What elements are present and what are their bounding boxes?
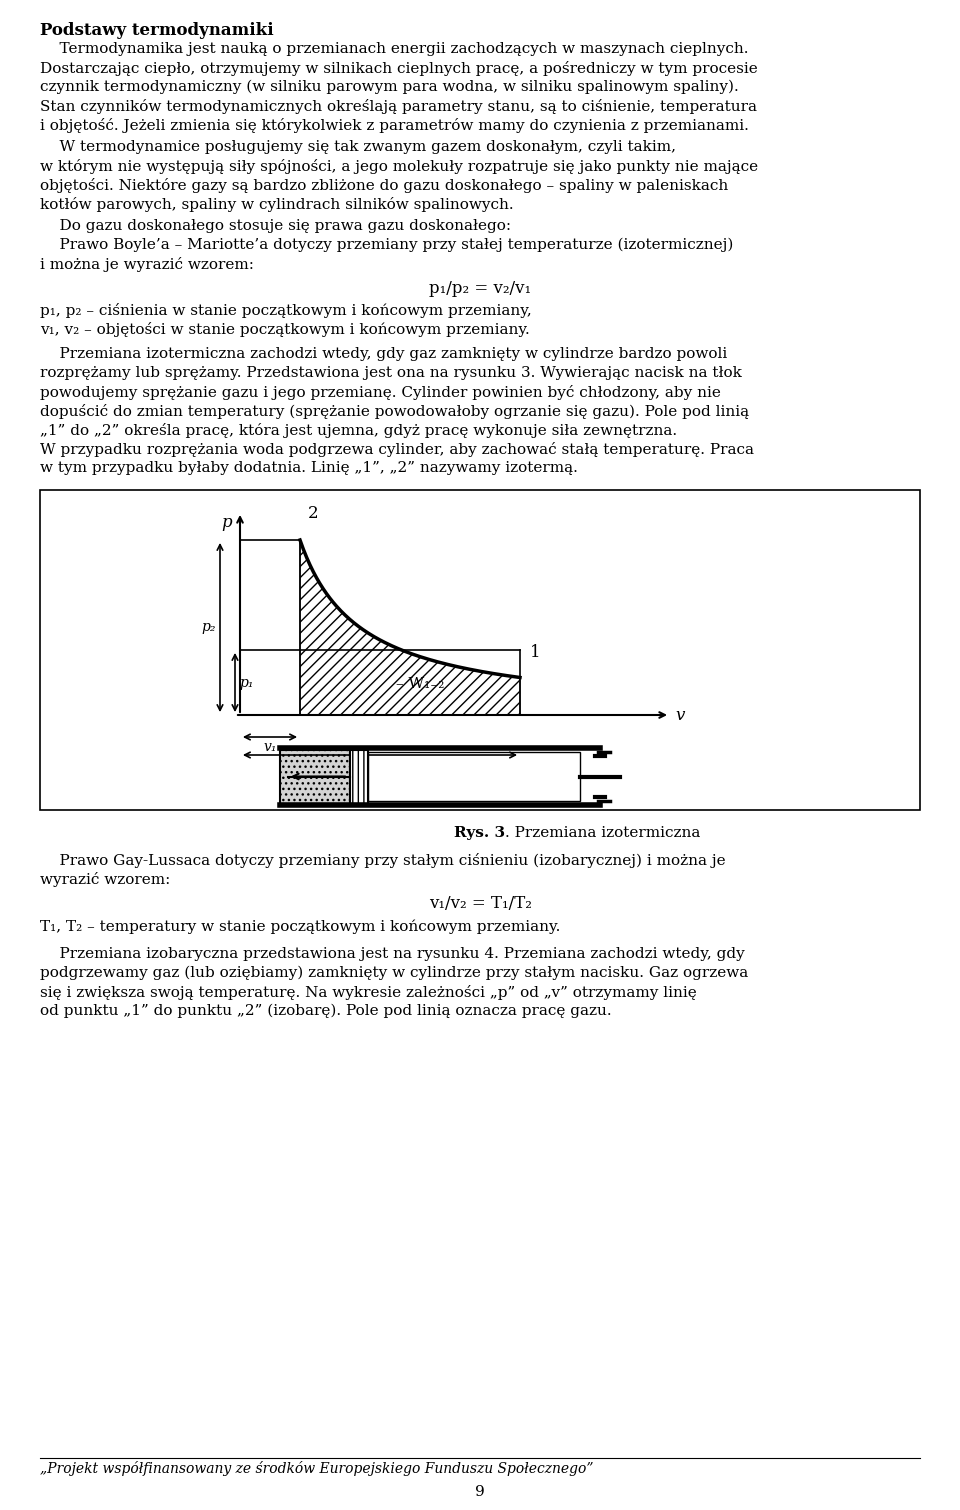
Text: 1: 1 [530,643,540,661]
Text: Do gazu doskonałego stosuje się prawa gazu doskonałego:: Do gazu doskonałego stosuje się prawa ga… [40,219,511,233]
Bar [368,752,580,800]
Text: v₁/v₂ = T₁/T₂: v₁/v₂ = T₁/T₂ [428,895,532,912]
Text: p₂: p₂ [202,621,216,634]
Text: podgrzewamy gaz (lub oziębiamy) zamknięty w cylindrze przy stałym nacisku. Gaz o: podgrzewamy gaz (lub oziębiamy) zamknięt… [40,966,748,980]
Text: rozprężamy lub sprężamy. Przedstawiona jest ona na rysunku 3. Wywierając nacisk : rozprężamy lub sprężamy. Przedstawiona j… [40,365,742,381]
Text: 9: 9 [475,1484,485,1499]
Text: Rys. 3: Rys. 3 [454,826,506,840]
Text: T₁, T₂ – temperatury w stanie początkowym i końcowym przemiany.: T₁, T₂ – temperatury w stanie początkowy… [40,920,561,935]
Text: – W₁₋₂: – W₁₋₂ [396,678,444,692]
Text: Podstawy termodynamiki: Podstawy termodynamiki [40,23,274,39]
Text: „1” do „2” określa pracę, która jest ujemna, gdyż pracę wykonuje siła zewnętrzna: „1” do „2” określa pracę, która jest uje… [40,423,677,438]
Text: w tym przypadku byłaby dodatnia. Linię „1”, „2” nazywamy izotermą.: w tym przypadku byłaby dodatnia. Linię „… [40,461,578,476]
Text: Przemiana izobaryczna przedstawiona jest na rysunku 4. Przemiana zachodzi wtedy,: Przemiana izobaryczna przedstawiona jest… [40,947,745,960]
Text: p₁, p₂ – ciśnienia w stanie początkowym i końcowym przemiany,: p₁, p₂ – ciśnienia w stanie początkowym … [40,304,532,319]
Text: i można je wyrazić wzorem:: i można je wyrazić wzorem: [40,257,254,272]
Text: w którym nie występują siły spójności, a jego molekuły rozpatruje się jako punkt: w którym nie występują siły spójności, a… [40,159,758,174]
Text: dopuścić do zmian temperatury (sprężanie powodowałoby ogrzanie się gazu). Pole p: dopuścić do zmian temperatury (sprężanie… [40,405,749,418]
Text: Dostarczając ciepło, otrzymujemy w silnikach cieplnych pracę, a pośredniczy w ty: Dostarczając ciepło, otrzymujemy w silni… [40,60,757,76]
Text: „Projekt współfinansowany ze środków Europejskiego Funduszu Społecznego”: „Projekt współfinansowany ze środków Eur… [40,1462,593,1475]
Text: Termodynamika jest nauką o przemianach energii zachodzących w maszynach cieplnyc: Termodynamika jest nauką o przemianach e… [40,42,749,56]
Text: Prawo Boyle’a – Mariotte’a dotyczy przemiany przy stałej temperaturze (izotermic: Prawo Boyle’a – Mariotte’a dotyczy przem… [40,239,733,252]
Text: . Przemiana izotermiczna: . Przemiana izotermiczna [505,826,701,840]
Text: p₁: p₁ [239,675,253,690]
Text: 2: 2 [308,504,319,522]
Text: i objętość. Jeżeli zmienia się którykolwiek z parametrów mamy do czynienia z prz: i objętość. Jeżeli zmienia się którykolw… [40,118,749,133]
Text: v: v [675,707,684,723]
Text: powodujemy sprężanie gazu i jego przemianę. Cylinder powinien być chłodzony, aby: powodujemy sprężanie gazu i jego przemia… [40,385,721,400]
Text: p: p [222,513,232,532]
Text: W termodynamice posługujemy się tak zwanym gazem doskonałym, czyli takim,: W termodynamice posługujemy się tak zwan… [40,140,676,154]
Text: v₁: v₁ [263,740,276,753]
Text: p₁/p₂ = v₂/v₁: p₁/p₂ = v₂/v₁ [429,279,531,297]
Text: Prawo Gay-Lussaca dotyczy przemiany przy stałym ciśnieniu (izobarycznej) i można: Prawo Gay-Lussaca dotyczy przemiany przy… [40,853,726,868]
Bar [350,750,368,803]
Bar [40,491,920,809]
Text: kotłów parowych, spaliny w cylindrach silników spalinowych.: kotłów parowych, spaliny w cylindrach si… [40,196,514,211]
Text: wyrazić wzorem:: wyrazić wzorem: [40,871,170,886]
Text: v₁, v₂ – objętości w stanie początkowym i końcowym przemiany.: v₁, v₂ – objętości w stanie początkowym … [40,322,530,337]
Text: się i zwiększa swoją temperaturę. Na wykresie zależności „p” od „v” otrzymamy li: się i zwiększa swoją temperaturę. Na wyk… [40,985,697,1000]
Text: v₂: v₂ [373,758,387,772]
Text: od punktu „1” do punktu „2” (izobarę). Pole pod linią oznacza pracę gazu.: od punktu „1” do punktu „2” (izobarę). P… [40,1004,612,1018]
Bar [280,750,350,805]
Text: czynnik termodynamiczny (w silniku parowym para wodna, w silniku spalinowym spal: czynnik termodynamiczny (w silniku parow… [40,80,739,95]
Text: Stan czynników termodynamicznych określają parametry stanu, są to ciśnienie, tem: Stan czynników termodynamicznych określa… [40,100,757,113]
Text: objętości. Niektóre gazy są bardzo zbliżone do gazu doskonałego – spaliny w pale: objętości. Niektóre gazy są bardzo zbliż… [40,178,729,193]
Text: W przypadku rozprężania woda podgrzewa cylinder, aby zachować stałą temperaturę.: W przypadku rozprężania woda podgrzewa c… [40,442,754,458]
Polygon shape [300,541,520,716]
Text: Przemiana izotermiczna zachodzi wtedy, gdy gaz zamknięty w cylindrze bardzo powo: Przemiana izotermiczna zachodzi wtedy, g… [40,347,728,361]
